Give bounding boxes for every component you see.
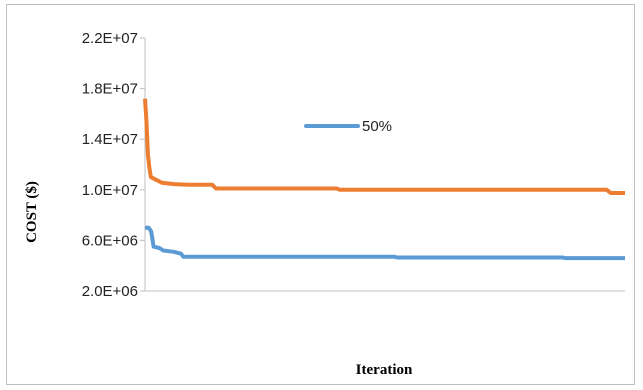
- legend-label-50: 50%: [362, 118, 392, 135]
- y-tick-label: 2.0E+06: [82, 283, 138, 300]
- series-line-2: [143, 98, 625, 195]
- y-axis-title: COST ($): [24, 181, 40, 243]
- y-tick-label: 1.0E+07: [82, 182, 138, 199]
- y-tick-label: 1.4E+07: [82, 131, 138, 148]
- y-tick-label: 2.2E+07: [82, 30, 138, 47]
- series-line-1: [145, 225, 625, 261]
- chart-frame: [6, 4, 635, 385]
- y-tick-label: 6.0E+06: [82, 232, 138, 249]
- x-axis-title: Iteration: [356, 362, 413, 378]
- y-tick-label: 1.8E+07: [82, 81, 138, 98]
- legend: 50%: [304, 118, 392, 135]
- axes: [144, 38, 625, 292]
